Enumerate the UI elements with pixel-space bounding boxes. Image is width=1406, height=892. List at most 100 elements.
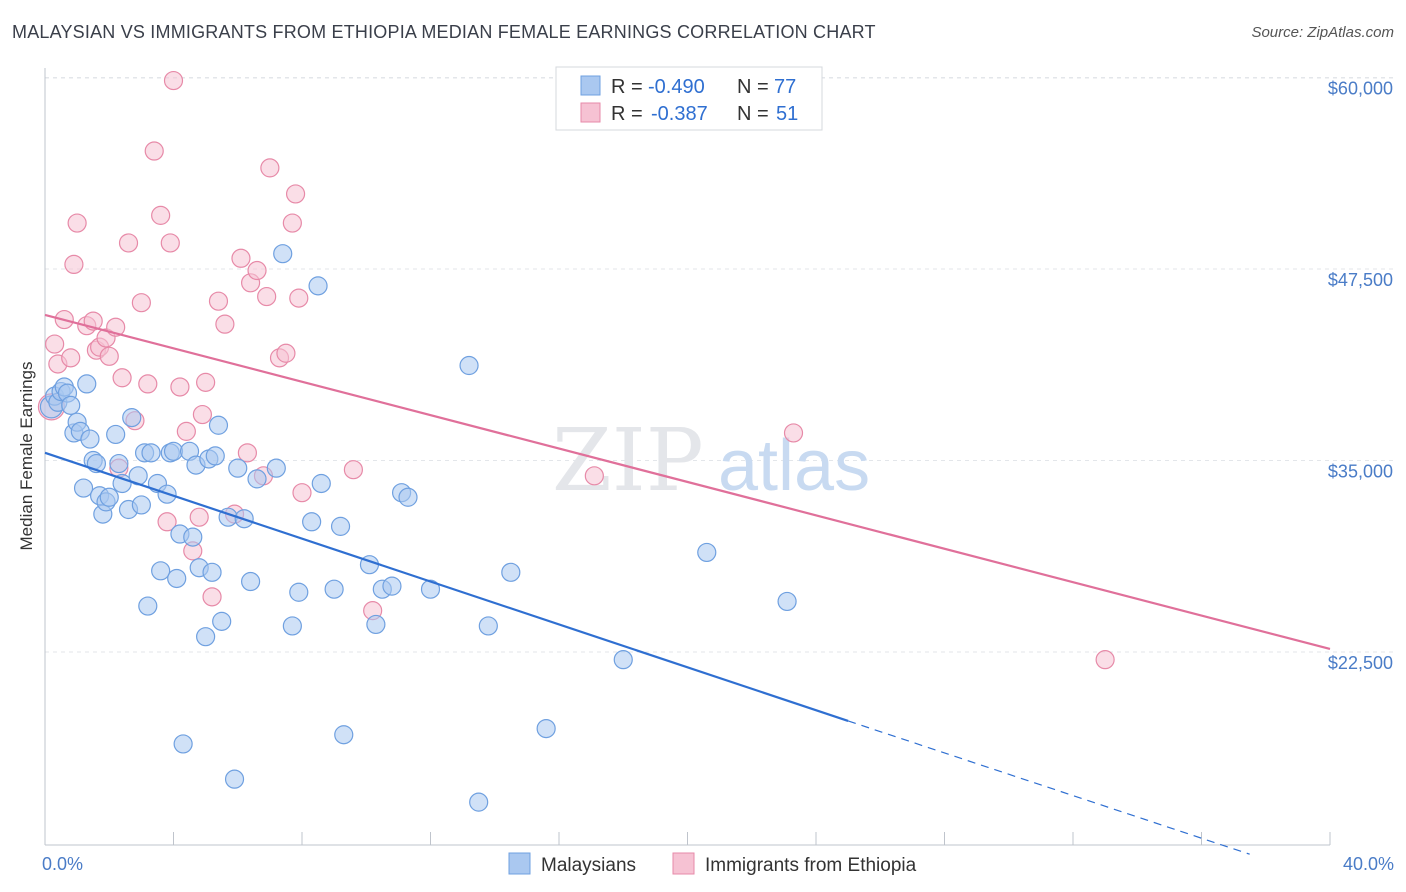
malaysian-point-64 bbox=[366, 614, 386, 635]
malaysian-point-36 bbox=[183, 527, 203, 547]
x-ticks bbox=[44, 832, 1331, 845]
malaysian-point-73 bbox=[501, 562, 521, 582]
malaysian-point-41 bbox=[202, 562, 222, 582]
ethiopia-point-37 bbox=[247, 260, 267, 281]
ethiopia-point-50 bbox=[584, 466, 604, 486]
ethiopia-point-21 bbox=[151, 205, 171, 225]
x-tick-label-max: 40.0% bbox=[1343, 854, 1394, 874]
malaysian-point-71 bbox=[469, 792, 489, 812]
malaysian-point-59 bbox=[311, 473, 331, 494]
y-axis-label: Median Female Earnings bbox=[17, 362, 36, 551]
grid bbox=[45, 77, 1394, 653]
ethiopia-point-23 bbox=[160, 233, 180, 253]
malaysian-point-6 bbox=[61, 395, 81, 415]
y-tick-label-1: $35,000 bbox=[1328, 462, 1393, 482]
malaysian-point-27 bbox=[141, 443, 161, 463]
ethiopia-point-30 bbox=[202, 587, 222, 607]
ethiopia-point-51 bbox=[783, 423, 804, 443]
ethiopia-point-27 bbox=[189, 507, 209, 527]
ethiopia-point-43 bbox=[282, 213, 302, 233]
malaysian-point-56 bbox=[289, 582, 309, 602]
legend-n-label-1: N = bbox=[737, 76, 769, 98]
ethiopia-point-12 bbox=[99, 346, 119, 366]
malaysian-point-44 bbox=[212, 611, 232, 631]
malaysian-point-14 bbox=[73, 478, 94, 498]
malaysian-point-49 bbox=[228, 458, 248, 478]
malaysian-point-66 bbox=[382, 576, 402, 596]
stats-legend: R = -0.490 N = 77 R = -0.387 N = 51 bbox=[555, 66, 823, 131]
malaysian-point-70 bbox=[459, 355, 479, 376]
malaysian-point-29 bbox=[151, 561, 171, 581]
bottom-legend-label-malaysians: Malaysians bbox=[541, 855, 636, 876]
y-tick-label-3: $60,000 bbox=[1328, 79, 1393, 99]
bottom-legend-label-ethiopia: Immigrants from Ethiopia bbox=[705, 855, 917, 876]
malaysian-point-61 bbox=[330, 516, 351, 536]
malaysian-trend-line bbox=[44, 451, 849, 722]
malaysian-point-62 bbox=[334, 725, 354, 745]
malaysian-point-11 bbox=[80, 429, 100, 449]
ethiopia-point-6 bbox=[67, 213, 87, 233]
legend-swatch-malaysians bbox=[580, 75, 601, 96]
malaysian-point-55 bbox=[282, 616, 302, 636]
ethiopia-point-19 bbox=[138, 374, 158, 394]
bottom-legend-swatch-malaysians bbox=[508, 852, 531, 875]
ethiopia-trend-line bbox=[44, 313, 1331, 651]
malaysian-point-45 bbox=[138, 596, 158, 616]
malaysian-point-48 bbox=[224, 769, 245, 789]
malaysian-point-72 bbox=[478, 616, 498, 636]
malaysian-point-32 bbox=[163, 441, 184, 461]
legend-n-value-2: 51 bbox=[776, 103, 798, 125]
malaysian-point-54 bbox=[273, 244, 293, 264]
ethiopia-point-44 bbox=[285, 184, 306, 204]
ethiopia-point-31 bbox=[208, 291, 229, 311]
ethiopia-point-52 bbox=[1095, 650, 1115, 670]
malaysian-point-23 bbox=[122, 408, 142, 428]
ethiopia-point-20 bbox=[144, 141, 164, 161]
ethiopia-point-18 bbox=[131, 293, 151, 313]
ethiopia-point-40 bbox=[260, 158, 280, 178]
legend-r-label-1: R = bbox=[611, 76, 643, 98]
ethiopia-point-25 bbox=[176, 421, 196, 441]
y-tick-labels: $22,500 $35,000 $47,500 $60,000 bbox=[1328, 79, 1393, 674]
malaysian-point-51 bbox=[241, 571, 261, 592]
ethiopia-points bbox=[37, 70, 1115, 670]
ethiopia-point-5 bbox=[64, 254, 84, 275]
malaysian-point-39 bbox=[196, 627, 216, 647]
legend-n-label-2: N = bbox=[737, 103, 769, 125]
legend-r-label-2: R = bbox=[611, 103, 643, 125]
malaysian-point-10 bbox=[77, 374, 97, 394]
ethiopia-point-32 bbox=[215, 314, 235, 334]
chart-source: Source: ZipAtlas.com bbox=[1251, 24, 1394, 41]
watermark: ZIP bbox=[552, 411, 704, 511]
malaysian-point-43 bbox=[208, 415, 229, 435]
malaysian-point-25 bbox=[131, 495, 151, 515]
ethiopia-point-22 bbox=[157, 512, 177, 532]
malaysian-point-74 bbox=[536, 718, 556, 739]
y-tick-label-2: $47,500 bbox=[1328, 270, 1393, 290]
malaysian-point-60 bbox=[324, 579, 344, 599]
ethiopia-point-46 bbox=[163, 70, 184, 91]
ethiopia-point-29 bbox=[196, 372, 216, 392]
ethiopia-point-42 bbox=[276, 343, 296, 363]
malaysian-point-52 bbox=[247, 469, 267, 489]
legend-r-value-2: -0.387 bbox=[651, 103, 708, 125]
trend-lines bbox=[44, 313, 1331, 855]
ethiopia-point-45 bbox=[289, 288, 309, 308]
ethiopia-point-48 bbox=[343, 460, 363, 480]
ethiopia-point-39 bbox=[257, 286, 277, 307]
ethiopia-point-35 bbox=[237, 443, 257, 463]
malaysian-point-75 bbox=[613, 650, 633, 670]
malaysian-point-76 bbox=[697, 542, 717, 563]
malaysian-point-57 bbox=[302, 512, 322, 532]
malaysian-point-18 bbox=[99, 487, 119, 507]
chart-title: MALAYSIAN VS IMMIGRANTS FROM ETHIOPIA ME… bbox=[12, 22, 876, 42]
ethiopia-point-24 bbox=[170, 377, 190, 397]
malaysian-point-42 bbox=[205, 446, 225, 466]
malaysian-point-46 bbox=[173, 734, 193, 754]
malaysian-point-53 bbox=[266, 458, 286, 478]
ethiopia-point-15 bbox=[112, 368, 132, 388]
malaysian-points bbox=[39, 244, 797, 812]
malaysian-trend-extension bbox=[847, 720, 1250, 855]
ethiopia-point-1 bbox=[45, 334, 65, 354]
